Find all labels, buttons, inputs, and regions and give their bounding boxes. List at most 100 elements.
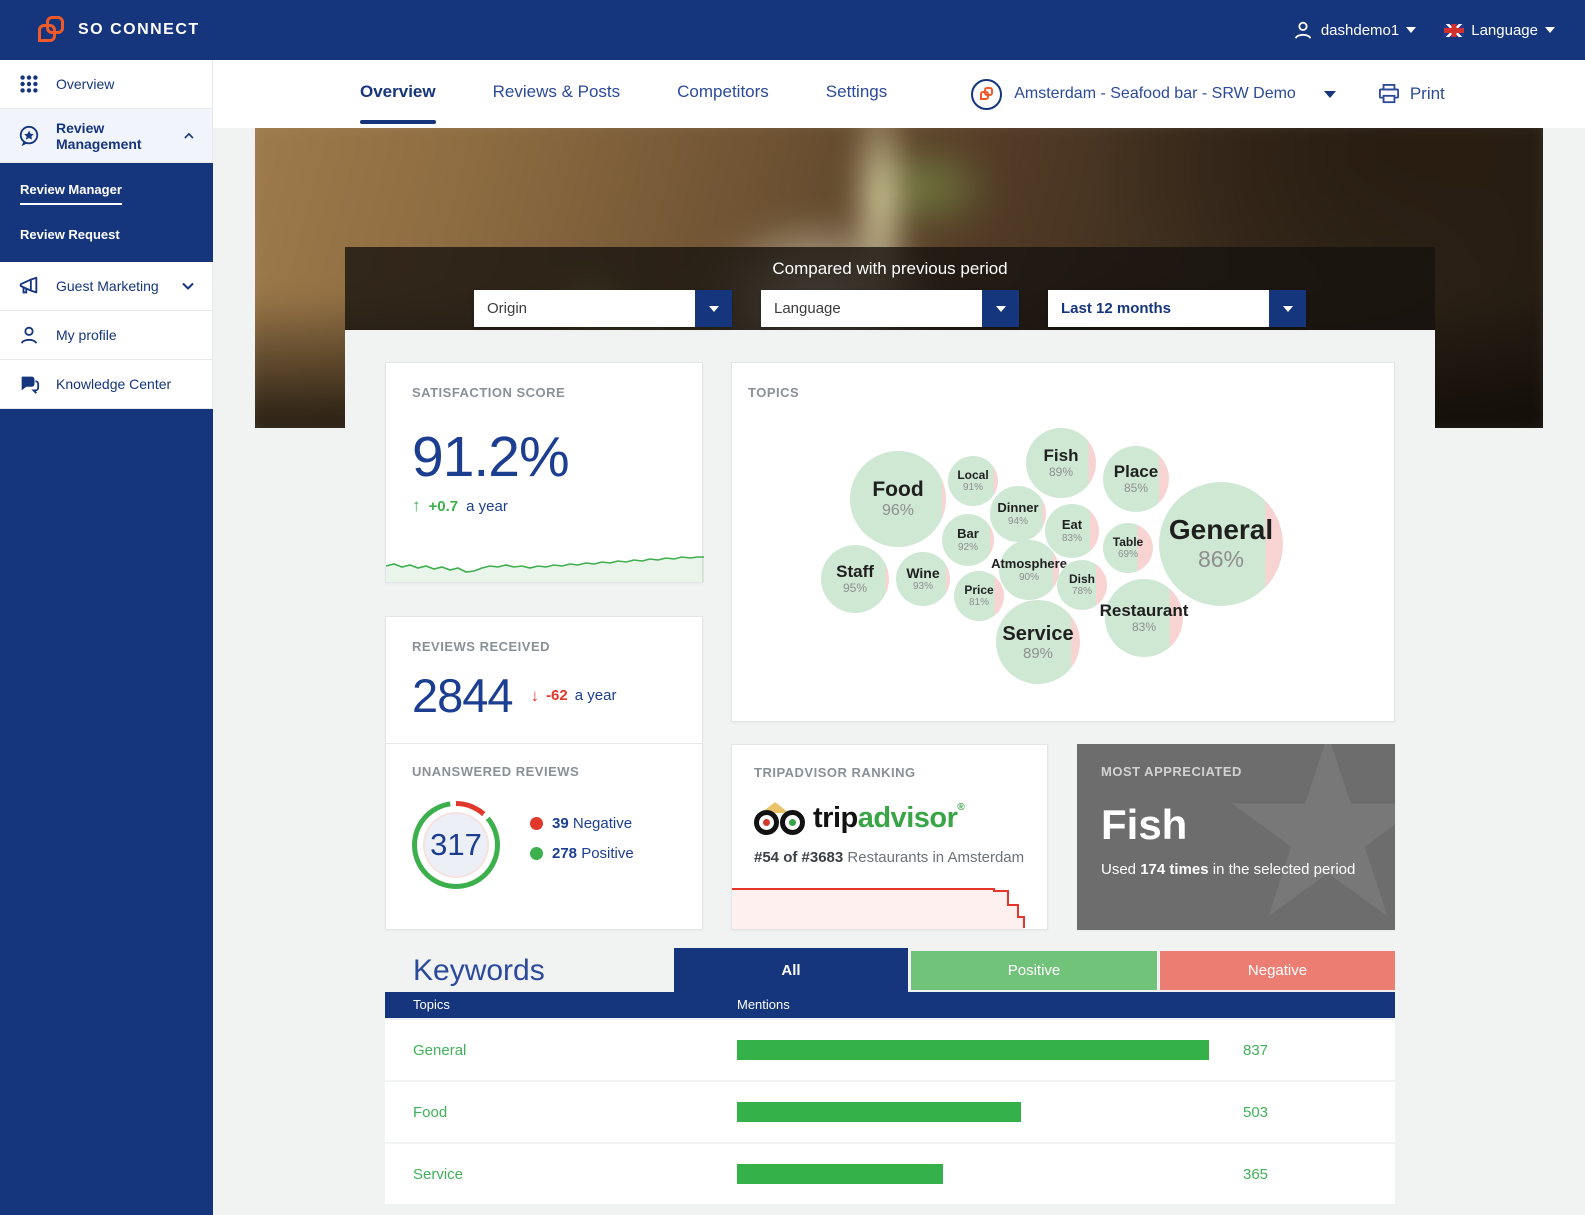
mentions-value: 503 <box>1243 1104 1269 1121</box>
chevron-down-icon <box>1323 90 1336 98</box>
keywords-table-header: Topics Mentions <box>385 992 1395 1018</box>
sidebar-item-knowledge-center[interactable]: Knowledge Center <box>0 360 213 409</box>
satisfaction-sparkline <box>386 556 704 582</box>
table-row: General 837 <box>385 1020 1395 1080</box>
card-title: TRIPADVISOR RANKING <box>754 765 916 780</box>
most-appreciated-keyword: Fish <box>1101 801 1188 848</box>
tab-overview[interactable]: Overview <box>360 82 436 124</box>
location-selector[interactable]: Amsterdam - Seafood bar - SRW Demo <box>971 78 1336 110</box>
unanswered-donut-chart: 317 <box>412 801 500 889</box>
topic-bubble: Bar 92% <box>942 514 994 566</box>
keywords-tab-positive[interactable]: Positive <box>911 951 1157 990</box>
satisfaction-value: 91.2% <box>412 425 570 489</box>
language-select-value: Language <box>774 300 841 317</box>
so-connect-logo-icon <box>38 16 66 44</box>
legend-positive: 278 Positive <box>530 845 634 862</box>
topic-bubble: Atmosphere 90% <box>991 540 1067 600</box>
brand-name: SO CONNECT <box>78 21 200 38</box>
topic-bubble: Local 91% <box>948 456 998 506</box>
topic-bubble: Service 89% <box>996 600 1080 684</box>
dropdown-button[interactable] <box>1269 290 1306 327</box>
language-select[interactable]: Language <box>761 290 1019 327</box>
sidebar-subitem-review-manager[interactable]: Review Manager <box>20 182 122 205</box>
user-menu[interactable]: dashdemo1 <box>1292 19 1417 41</box>
card-title: UNANSWERED REVIEWS <box>412 764 580 779</box>
sidebar-item-label: My profile <box>56 327 117 343</box>
satisfaction-delta: +0.7 <box>428 497 459 515</box>
topics-bubble-chart: Food 96% Local 91% Fish 89% Place 85% Dinner 94% E… <box>732 363 1394 721</box>
sidebar-submenu: Review Manager Review Request <box>0 163 213 262</box>
card-title: TOPICS <box>748 385 800 400</box>
printer-icon <box>1378 84 1399 104</box>
card-title: SATISFACTION SCORE <box>412 385 566 400</box>
period-select-value: Last 12 months <box>1061 300 1172 317</box>
caret-down-icon <box>708 305 719 312</box>
table-row: Service 365 <box>385 1144 1395 1204</box>
keywords-tab-all[interactable]: All <box>674 948 908 992</box>
grid-icon <box>20 75 38 93</box>
caret-down-icon <box>1282 305 1293 312</box>
topic-bubble: Eat 83% <box>1045 504 1099 558</box>
sidebar-item-review-management[interactable]: Review Management <box>0 109 213 163</box>
chevron-up-icon <box>184 132 194 139</box>
legend-negative: 39 Negative <box>530 815 634 832</box>
user-icon <box>1294 21 1312 39</box>
topic-bubble: General 86% <box>1159 482 1283 606</box>
tripadvisor-rank: #54 of #3683 Restaurants in Amsterdam <box>754 849 1025 866</box>
sidebar: Overview Review Management Review Manage… <box>0 60 213 1215</box>
tab-competitors[interactable]: Competitors <box>677 82 769 101</box>
topic-label: General <box>413 1042 467 1059</box>
mentions-bar <box>737 1102 1021 1122</box>
period-select[interactable]: Last 12 months <box>1048 290 1306 327</box>
card-title: REVIEWS RECEIVED <box>412 639 551 654</box>
tripadvisor-card: TRIPADVISOR RANKING tripadvisor® #54 of … <box>731 744 1048 930</box>
dropdown-button[interactable] <box>695 290 732 327</box>
keywords-tab-negative[interactable]: Negative <box>1160 951 1395 990</box>
topic-bubble: Staff 95% <box>821 545 889 613</box>
keywords-section: Keywords All Positive Negative Topics Me… <box>385 948 1395 1204</box>
topic-label: Service <box>413 1166 464 1183</box>
mentions-bar <box>737 1040 1209 1060</box>
print-button[interactable]: Print <box>1378 84 1445 104</box>
mentions-value: 365 <box>1243 1166 1269 1183</box>
location-name: Amsterdam - Seafood bar - SRW Demo <box>1014 85 1296 102</box>
brand-logo: SO CONNECT <box>38 16 200 44</box>
topic-bubble: Table 69% <box>1103 523 1153 573</box>
sidebar-item-overview[interactable]: Overview <box>0 60 213 109</box>
topic-bubble: Fish 89% <box>1026 428 1096 498</box>
tab-reviews-posts[interactable]: Reviews & Posts <box>492 82 621 101</box>
sidebar-item-guest-marketing[interactable]: Guest Marketing <box>0 262 213 311</box>
most-appreciated-usage: Used 174 times in the selected period <box>1101 861 1356 878</box>
language-label: Language <box>1471 21 1538 39</box>
topic-label: Food <box>413 1104 448 1121</box>
main-nav: Overview Reviews & Posts Competitors Set… <box>213 60 1585 128</box>
most-appreciated-card: ★ MOST APPRECIATED Fish Used 174 times i… <box>1077 744 1395 930</box>
sidebar-item-label: Review Management <box>56 119 142 152</box>
megaphone-icon <box>19 276 38 294</box>
topic-bubble: Food 96% <box>850 451 946 547</box>
origin-select[interactable]: Origin <box>474 290 732 327</box>
star-icon: ★ <box>1215 744 1395 930</box>
reviews-delta-suffix: a year <box>574 687 617 704</box>
sidebar-item-label: Overview <box>56 76 115 92</box>
arrow-up-icon: ↑ <box>412 496 421 515</box>
tab-settings[interactable]: Settings <box>825 82 888 101</box>
mentions-bar <box>737 1164 943 1184</box>
arrow-down-icon: ↓ <box>530 685 540 705</box>
sidebar-item-label: Guest Marketing <box>56 278 159 294</box>
card-title: MOST APPRECIATED <box>1101 764 1242 779</box>
table-row: Food 503 <box>385 1082 1395 1142</box>
satisfaction-delta-suffix: a year <box>466 497 508 515</box>
keywords-title: Keywords <box>413 954 545 987</box>
chat-bubbles-icon <box>21 376 40 394</box>
tripadvisor-owl-icon <box>754 802 805 835</box>
dropdown-button[interactable] <box>982 290 1019 327</box>
sidebar-item-label: Knowledge Center <box>56 376 172 392</box>
sidebar-subitem-review-request[interactable]: Review Request <box>20 227 120 242</box>
unanswered-total: 317 <box>430 827 482 862</box>
language-menu[interactable]: Language <box>1444 22 1555 39</box>
topic-bubble: Restaurant 83% <box>1100 579 1188 657</box>
top-bar: SO CONNECT dashdemo1 Language <box>0 0 1585 60</box>
sidebar-item-my-profile[interactable]: My profile <box>0 311 213 360</box>
ranking-trend-chart <box>732 888 1025 929</box>
